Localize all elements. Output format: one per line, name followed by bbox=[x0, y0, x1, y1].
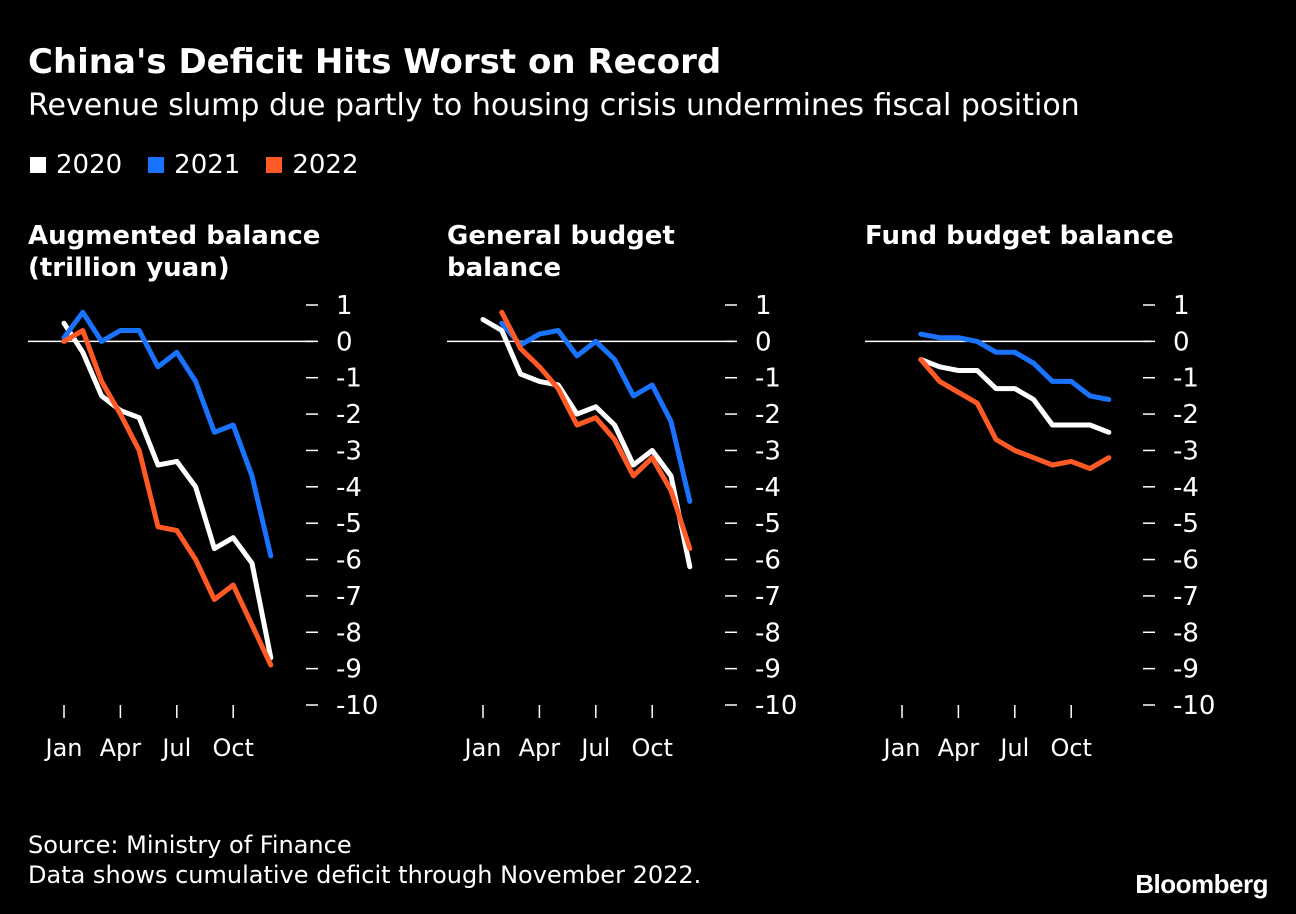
source-text: Source: Ministry of Finance bbox=[28, 831, 352, 859]
y-tick-label: -9 bbox=[1173, 655, 1199, 685]
x-tick-label: Oct bbox=[212, 734, 254, 762]
y-tick-label: -8 bbox=[336, 618, 362, 648]
y-tick-label: -5 bbox=[336, 509, 362, 539]
legend-item-2021: 2021 bbox=[148, 150, 240, 180]
legend-swatch-2020 bbox=[30, 157, 46, 173]
y-tick-label: -2 bbox=[755, 400, 781, 430]
y-tick-label: -1 bbox=[336, 364, 362, 394]
x-tick-label: Apr bbox=[938, 734, 980, 762]
legend-swatch-2021 bbox=[148, 157, 165, 173]
y-tick-label: -4 bbox=[1173, 473, 1199, 503]
x-tick-label: Jan bbox=[463, 734, 502, 762]
series-line-2020 bbox=[480, 317, 693, 570]
series-line-2020 bbox=[61, 320, 274, 661]
x-tick-label: Jul bbox=[160, 734, 191, 762]
legend-label-2021: 2021 bbox=[174, 150, 241, 180]
y-tick-label: 0 bbox=[755, 327, 772, 357]
y-tick-label: -8 bbox=[1173, 618, 1199, 648]
series-line-2022 bbox=[61, 328, 274, 668]
chart-subtitle: Revenue slump due partly to housing cris… bbox=[28, 88, 1080, 123]
footer-notes: Source: Ministry of Finance Data shows c… bbox=[28, 830, 701, 890]
legend-label-2022: 2022 bbox=[292, 150, 359, 180]
x-tick-label: Apr bbox=[100, 734, 142, 762]
bloomberg-logo: Bloomberg bbox=[1135, 869, 1268, 899]
legend-label-2020: 2020 bbox=[56, 150, 123, 180]
y-tick-label: 1 bbox=[755, 291, 772, 321]
x-tick-label: Jan bbox=[44, 734, 83, 762]
x-tick-label: Jul bbox=[579, 734, 610, 762]
y-tick-label: -3 bbox=[1173, 436, 1199, 466]
y-tick-label: -5 bbox=[1173, 509, 1199, 539]
y-tick-label: -2 bbox=[336, 400, 362, 430]
panel-title-fund: Fund budget balance bbox=[865, 221, 1174, 251]
legend-item-2022: 2022 bbox=[266, 150, 359, 180]
y-tick-label: -1 bbox=[755, 364, 781, 394]
y-tick-label: -2 bbox=[1173, 400, 1199, 430]
y-tick-label: 1 bbox=[336, 291, 353, 321]
series-line-2021 bbox=[61, 309, 274, 559]
panel-title-augmented: Augmented balance (trillion yuan) bbox=[28, 221, 321, 283]
y-tick-label: -3 bbox=[336, 436, 362, 466]
y-tick-label: -6 bbox=[336, 546, 362, 576]
y-tick-label: 0 bbox=[336, 327, 353, 357]
y-tick-label: 0 bbox=[1173, 327, 1190, 357]
x-tick-label: Jul bbox=[998, 734, 1029, 762]
chart-title: China's Deficit Hits Worst on Record bbox=[28, 42, 722, 82]
y-tick-label: -1 bbox=[1173, 364, 1199, 394]
y-tick-label: -3 bbox=[755, 436, 781, 466]
y-tick-label: -6 bbox=[755, 546, 781, 576]
legend: 2020 2021 2022 bbox=[30, 150, 385, 180]
footnote-text: Data shows cumulative deficit through No… bbox=[28, 861, 702, 889]
series-line-2021 bbox=[918, 331, 1112, 402]
series-line-2020 bbox=[918, 357, 1112, 435]
y-tick-label: -7 bbox=[1173, 582, 1199, 612]
y-tick-label: -10 bbox=[1173, 691, 1215, 721]
x-tick-label: Oct bbox=[1050, 734, 1092, 762]
y-tick-label: -9 bbox=[755, 655, 781, 685]
y-tick-label: -4 bbox=[336, 473, 362, 503]
series-line-2022 bbox=[918, 357, 1112, 472]
legend-swatch-2022 bbox=[266, 157, 283, 173]
y-tick-label: -5 bbox=[755, 509, 781, 539]
x-tick-label: Oct bbox=[631, 734, 673, 762]
y-tick-label: -9 bbox=[336, 655, 362, 685]
legend-item-2020: 2020 bbox=[30, 150, 122, 180]
y-tick-label: -6 bbox=[1173, 546, 1199, 576]
y-tick-label: -4 bbox=[755, 473, 781, 503]
y-tick-label: -10 bbox=[336, 691, 378, 721]
y-tick-label: -10 bbox=[755, 691, 797, 721]
series-line-2022 bbox=[499, 309, 693, 552]
series-line-2021 bbox=[499, 320, 693, 504]
y-tick-label: -7 bbox=[755, 582, 781, 612]
y-tick-label: 1 bbox=[1173, 291, 1190, 321]
x-tick-label: Apr bbox=[519, 734, 561, 762]
y-tick-label: -7 bbox=[336, 582, 362, 612]
y-tick-label: -8 bbox=[755, 618, 781, 648]
panel-title-general: General budget balance bbox=[447, 221, 675, 283]
x-tick-label: Jan bbox=[882, 734, 921, 762]
